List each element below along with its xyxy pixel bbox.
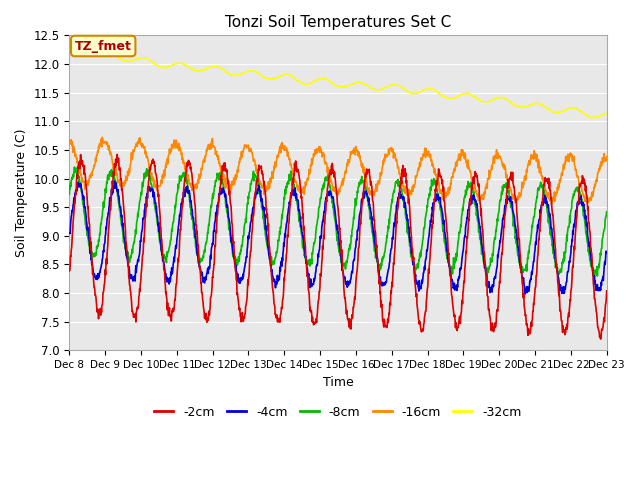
Legend: -2cm, -4cm, -8cm, -16cm, -32cm: -2cm, -4cm, -8cm, -16cm, -32cm — [150, 401, 527, 424]
X-axis label: Time: Time — [323, 376, 353, 389]
Title: Tonzi Soil Temperatures Set C: Tonzi Soil Temperatures Set C — [225, 15, 451, 30]
Y-axis label: Soil Temperature (C): Soil Temperature (C) — [15, 129, 28, 257]
Text: TZ_fmet: TZ_fmet — [75, 39, 132, 52]
